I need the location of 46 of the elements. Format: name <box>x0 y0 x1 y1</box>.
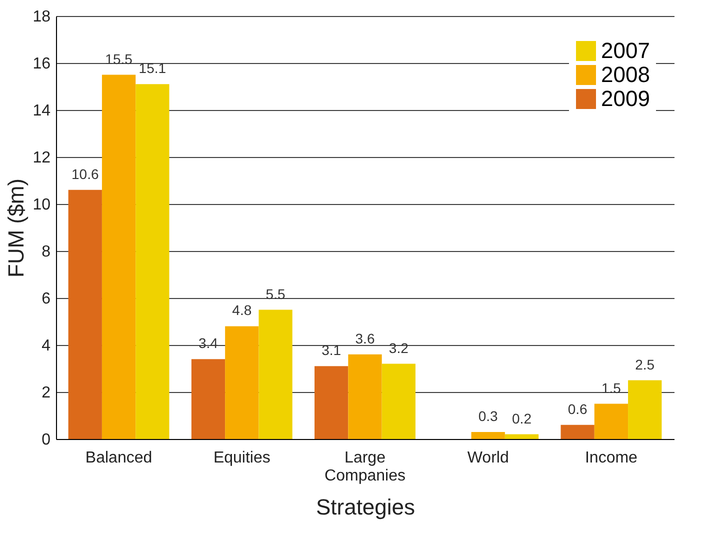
bar <box>348 354 382 439</box>
y-tick-label: 12 <box>32 150 51 166</box>
bar <box>504 434 539 439</box>
y-tick-label: 18 <box>32 8 51 26</box>
data-label: 2.5 <box>635 356 655 372</box>
data-label: 1.5 <box>601 380 622 396</box>
data-label: 15.1 <box>138 60 166 76</box>
bar <box>560 424 594 439</box>
data-label: 3.6 <box>355 330 375 346</box>
data-label: 15.5 <box>105 50 133 67</box>
data-label: 0.2 <box>512 410 532 426</box>
bar <box>594 404 628 439</box>
data-label: 10.6 <box>72 166 99 182</box>
data-label: 3.1 <box>322 342 342 358</box>
bar <box>68 190 102 439</box>
data-label: 4.8 <box>232 302 252 318</box>
bar <box>225 326 259 439</box>
bar <box>258 310 292 439</box>
x-tick-label: Large Companies <box>324 450 406 484</box>
data-label: 5.5 <box>266 286 286 302</box>
y-tick-label: 6 <box>42 290 51 308</box>
data-label: 0.6 <box>568 400 588 417</box>
bar <box>382 364 416 439</box>
y-tick-label: 8 <box>42 244 51 260</box>
y-tick-label: 10 <box>32 196 51 214</box>
bar <box>102 74 136 439</box>
x-tick-label: World <box>467 450 509 466</box>
y-tick-label: 2 <box>42 384 51 402</box>
x-tick-label: Balanced <box>85 450 152 466</box>
bar <box>628 380 662 439</box>
x-tick-label: Income <box>584 450 638 466</box>
x-tick-label: Equities <box>213 450 270 466</box>
legend-label: 2008 <box>601 62 650 87</box>
y-tick-label: 0 <box>42 432 51 448</box>
bar <box>191 359 226 439</box>
y-tick-label: 16 <box>32 56 51 72</box>
bar <box>314 366 348 439</box>
x-axis-title: Strategies <box>316 494 416 520</box>
y-tick-label: 4 <box>42 338 51 354</box>
legend-label: 2009 <box>601 86 650 111</box>
bar <box>136 84 170 439</box>
data-label: 0.3 <box>478 408 498 424</box>
y-axis-title: FUM ($m) <box>4 178 29 278</box>
y-tick-label: 14 <box>32 102 51 120</box>
legend-label: 2007 <box>601 38 650 63</box>
bar <box>471 432 505 439</box>
